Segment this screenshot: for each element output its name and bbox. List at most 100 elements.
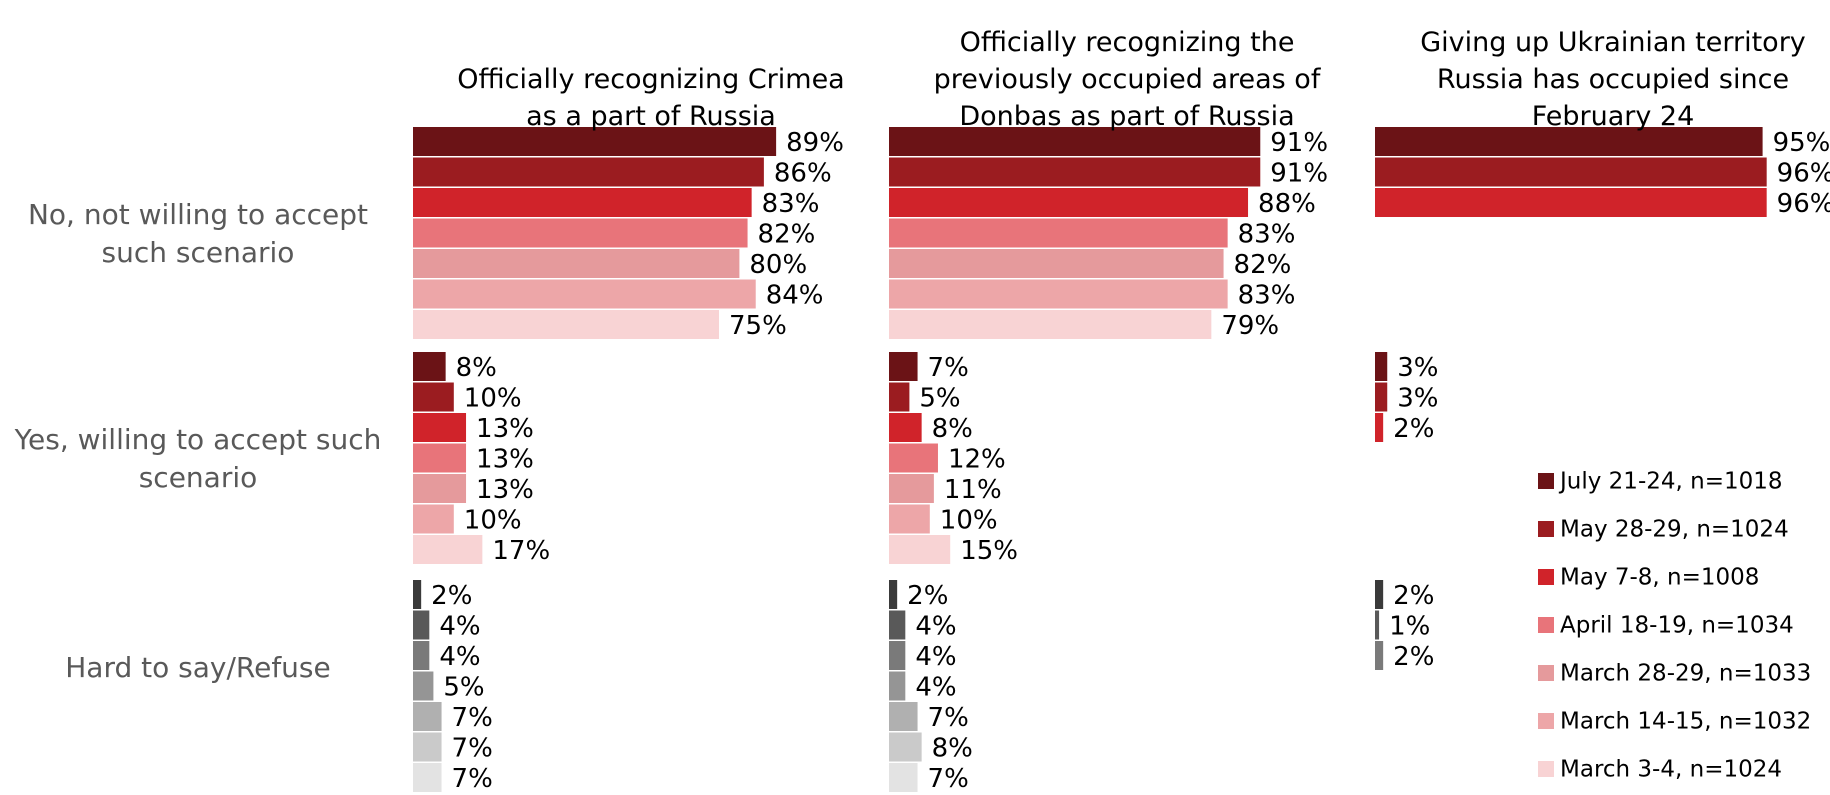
value-label: 11% [944, 475, 1002, 505]
legend-label: April 18-19, n=1034 [1560, 613, 1794, 639]
bar [889, 732, 922, 762]
value-label: 4% [915, 612, 956, 642]
bar [1375, 382, 1388, 412]
legend-label: March 14-15, n=1032 [1560, 709, 1811, 735]
value-label: 3% [1397, 384, 1438, 414]
bar [413, 474, 467, 503]
bar [413, 641, 430, 670]
value-label: 13% [476, 475, 534, 505]
value-label: 7% [452, 703, 493, 733]
bar [889, 157, 1261, 187]
legend-swatch [1538, 761, 1554, 777]
bar [413, 382, 454, 412]
legend-label: March 3-4, n=1024 [1560, 757, 1782, 783]
bar [413, 249, 740, 278]
value-label: 82% [758, 220, 816, 250]
value-label: 17% [492, 536, 550, 566]
bar [413, 610, 430, 640]
value-label: 5% [919, 384, 960, 414]
value-label: 91% [1270, 159, 1328, 189]
panel-title: Giving up Ukrainian territory Russia has… [1420, 27, 1806, 132]
bar [889, 535, 951, 564]
bar [889, 127, 1261, 156]
value-label: 2% [1393, 414, 1434, 444]
bar [889, 382, 910, 412]
category-label: Hard to say/Refuse [65, 650, 331, 684]
value-label: 75% [729, 311, 787, 341]
value-label: 88% [1258, 189, 1316, 219]
bar [413, 157, 764, 187]
value-label: 10% [940, 506, 998, 536]
bar [413, 279, 756, 309]
value-label: 4% [915, 673, 956, 703]
value-label: 2% [907, 581, 948, 611]
value-label: 4% [439, 612, 480, 642]
bar [889, 763, 918, 792]
value-label: 10% [464, 506, 522, 536]
value-label: 10% [464, 384, 522, 414]
value-label: 89% [786, 128, 844, 158]
category-label: Yes, willing to accept such scenario [14, 422, 382, 494]
bar [413, 218, 748, 248]
bar [889, 188, 1249, 217]
value-label: 13% [476, 414, 534, 444]
value-label: 2% [1393, 581, 1434, 611]
value-label: 96% [1777, 189, 1830, 219]
bar [889, 641, 906, 670]
bar [1375, 188, 1767, 217]
legend-label: May 28-29, n=1024 [1560, 517, 1789, 543]
value-label: 12% [948, 445, 1006, 475]
value-label: 4% [439, 642, 480, 672]
value-label: 13% [476, 445, 534, 475]
bar [413, 352, 446, 381]
legend-label: May 7-8, n=1008 [1560, 565, 1759, 591]
bar [413, 763, 442, 792]
bar [1375, 127, 1763, 156]
value-label: 84% [766, 281, 824, 311]
bar [413, 671, 434, 701]
legend-swatch [1538, 713, 1554, 729]
bar [889, 580, 898, 609]
bar [413, 504, 454, 534]
bar [413, 702, 442, 731]
bar [889, 310, 1212, 339]
bar [889, 702, 918, 731]
bar [413, 580, 422, 609]
bar [413, 188, 752, 217]
value-label: 2% [1393, 642, 1434, 672]
value-label: 91% [1270, 128, 1328, 158]
value-label: 8% [932, 414, 973, 444]
value-label: 82% [1234, 250, 1292, 280]
legend-swatch [1538, 521, 1554, 537]
value-label: 2% [431, 581, 472, 611]
value-label: 4% [915, 642, 956, 672]
bar [889, 474, 934, 503]
value-label: 7% [928, 703, 969, 733]
bar [413, 732, 442, 762]
value-label: 8% [932, 734, 973, 764]
bar [1375, 580, 1384, 609]
bar [1375, 413, 1384, 442]
value-label: 15% [960, 536, 1018, 566]
value-label: 83% [1238, 220, 1296, 250]
category-label: No, not willing to accept such scenario [27, 197, 368, 269]
bar [889, 671, 906, 701]
legend-label: July 21-24, n=1018 [1558, 469, 1783, 495]
value-label: 7% [452, 764, 493, 794]
bar [889, 610, 906, 640]
bar [889, 279, 1228, 309]
bar [413, 310, 719, 339]
legend-swatch [1538, 569, 1554, 585]
bar [889, 249, 1224, 278]
bar [889, 413, 922, 442]
legend-label: March 28-29, n=1033 [1560, 661, 1811, 687]
bar [1375, 641, 1384, 670]
panel-title: Officially recognizing the previously oc… [933, 27, 1321, 132]
value-label: 83% [1238, 281, 1296, 311]
value-label: 5% [443, 673, 484, 703]
value-label: 83% [762, 189, 820, 219]
bar [889, 352, 918, 381]
bar [413, 443, 467, 473]
panel-title: Officially recognizing Crimea as a part … [457, 64, 845, 132]
